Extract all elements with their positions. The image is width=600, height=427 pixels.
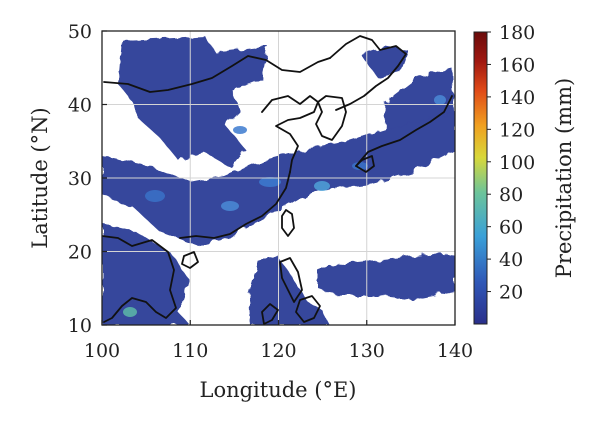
coastline-china-south [179,171,291,239]
colorbar-title: Precipitation (mm) [552,78,576,278]
rain-core [233,126,247,134]
y-tick-label: 20 [68,242,92,264]
x-axis-title: Longitude (°E) [200,378,357,402]
precip-region-north [118,36,268,168]
precip-region-northeast [360,46,408,78]
rain-core [145,190,165,202]
x-tick-label: 140 [437,340,473,362]
x-axis-ticks: 100 110 120 130 140 [84,320,473,362]
coastline-north [103,55,331,93]
coastline-hainan [181,251,199,269]
heavy-rain-cores [123,95,446,317]
rain-core [434,95,446,105]
coastline-philippines-luzon [279,257,303,303]
colorbar-tick-label: 60 [499,217,523,239]
colorbar-tick-label: 140 [499,87,535,109]
coastline-palawan [261,303,279,325]
y-axis-title: Latitude (°N) [28,107,52,248]
coastline-northeast [329,35,407,111]
colorbar-tick-label: 20 [499,282,523,304]
coastline-japan-kyushu [355,155,375,173]
colorbar-tick-label: 160 [499,54,535,76]
y-axis-ticks: 10 20 30 40 50 [68,21,107,337]
y-tick-label: 10 [68,315,92,337]
colorbar-tick-label: 120 [499,119,535,141]
colorbar-ticks: 20 40 60 80 100 120 140 160 180 [487,22,535,304]
colorbar-tick-label: 80 [499,184,523,206]
coastline-philippines-visayas [295,295,321,323]
coastline-bohai [261,95,319,173]
x-tick-label: 100 [84,340,120,362]
coastline-taiwan [281,209,295,237]
coastline-korea [315,95,347,141]
coastlines [102,35,453,325]
colorbar-tick-label: 180 [499,22,535,44]
precip-region-west [102,224,190,325]
coastline-indochina [102,235,177,323]
colorbar-tick-label: 40 [499,249,523,271]
x-tick-label: 110 [172,340,208,362]
x-tick-label: 130 [349,340,385,362]
rain-core [259,177,281,187]
coastline-japan [355,95,453,167]
colorbar-tick-label: 100 [499,152,535,174]
rain-core [352,162,368,170]
precip-region-southeast [318,254,455,300]
rain-core [123,307,137,317]
rain-core [314,181,330,191]
colorbar [473,31,488,325]
rain-core [221,201,239,211]
y-tick-label: 50 [68,21,92,43]
x-tick-label: 120 [260,340,296,362]
y-tick-label: 40 [68,95,92,117]
map-gridlines [102,31,455,325]
y-tick-label: 30 [68,168,92,190]
